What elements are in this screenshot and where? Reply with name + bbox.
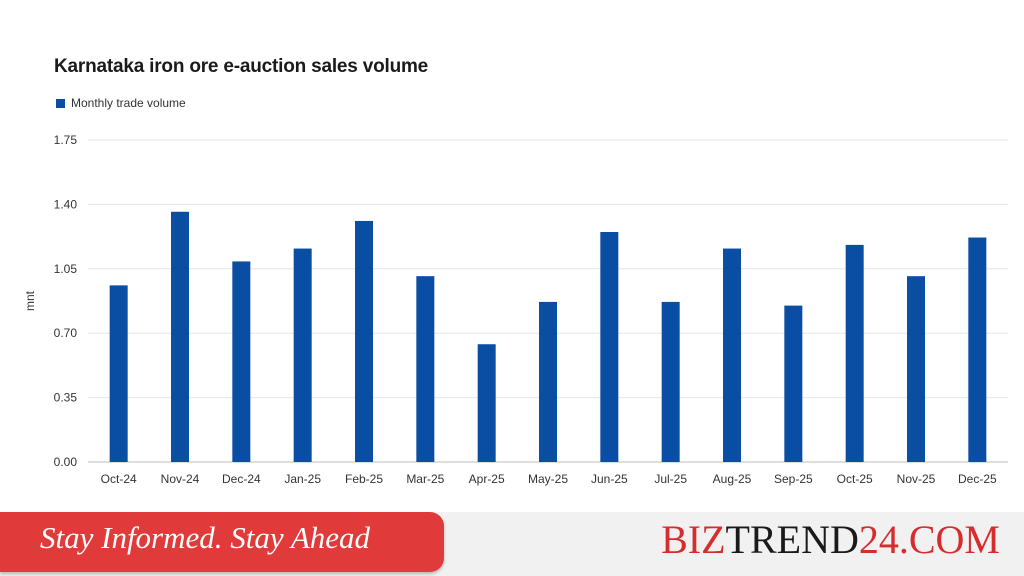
x-tick-label: Feb-25 <box>345 472 383 486</box>
x-tick-label: Oct-24 <box>101 472 137 486</box>
x-tick-label: Nov-24 <box>161 472 200 486</box>
y-tick-label: 1.75 <box>54 133 78 147</box>
legend-swatch <box>56 98 65 108</box>
bar <box>600 232 619 462</box>
brand-part-com: 24.COM <box>858 517 1000 562</box>
x-tick-label: Nov-25 <box>897 472 936 486</box>
x-tick-label: Sep-25 <box>774 472 813 486</box>
x-tick-label: May-25 <box>528 472 568 486</box>
bar <box>293 248 312 462</box>
bar <box>723 248 741 462</box>
bar <box>968 237 987 462</box>
x-tick-label: Aug-25 <box>713 472 752 486</box>
y-axis-label: mnt <box>23 290 37 311</box>
bar <box>477 344 496 462</box>
x-tick-label: Jul-25 <box>654 472 687 486</box>
bar <box>416 276 435 462</box>
bar-chart: 0.00 0.35 0.70 1.05 1.40 1.75 mnt Oct-24 Nov-24 D… <box>23 133 1008 486</box>
y-tick-label: 0.70 <box>54 326 78 340</box>
y-tick-label: 1.40 <box>54 197 78 211</box>
x-tick-label: Apr-25 <box>469 472 505 486</box>
bar <box>907 276 925 462</box>
brand-part-biz: BIZ <box>661 517 726 562</box>
x-tick-label: Oct-25 <box>837 472 873 486</box>
chart-legend: Monthly trade volume <box>56 96 186 110</box>
bar <box>355 220 373 462</box>
chart-panel: Karnataka iron ore e-auction sales volum… <box>23 56 1008 486</box>
brand-logo[interactable]: BIZTREND24.COM <box>661 516 1000 563</box>
y-tick-label: 1.05 <box>54 262 78 276</box>
x-tick-label: Dec-24 <box>222 472 261 486</box>
bar <box>232 261 251 462</box>
bar <box>661 301 680 462</box>
x-tick-label: Jan-25 <box>284 472 321 486</box>
x-tick-label: Dec-25 <box>958 472 997 486</box>
legend-label: Monthly trade volume <box>71 96 186 110</box>
x-tick-label: Jun-25 <box>591 472 628 486</box>
bar <box>539 301 557 462</box>
chart-title: Karnataka iron ore e-auction sales volum… <box>54 56 429 77</box>
bar <box>109 285 128 462</box>
bar <box>845 244 864 462</box>
brand-part-trend: TREND <box>725 517 859 562</box>
bar <box>784 305 803 462</box>
tagline-banner <box>0 512 444 572</box>
bar <box>171 211 189 462</box>
y-tick-label: 0.00 <box>54 455 78 469</box>
y-tick-label: 0.35 <box>54 391 78 405</box>
x-tick-label: Mar-25 <box>406 472 444 486</box>
tagline-text: Stay Informed. Stay Ahead <box>40 520 371 555</box>
